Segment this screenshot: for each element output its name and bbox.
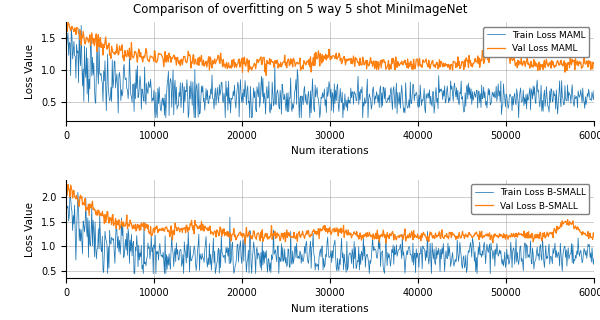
Val Loss MAML	[590, 61, 598, 65]
Val Loss B-SMALL	[64, 183, 71, 187]
Line: Val Loss B-SMALL: Val Loss B-SMALL	[66, 185, 594, 244]
Val Loss MAML	[383, 65, 391, 69]
Legend: Train Loss MAML, Val Loss MAML: Train Loss MAML, Val Loss MAML	[484, 27, 589, 57]
Val Loss B-SMALL	[384, 235, 391, 239]
Val Loss MAML	[95, 33, 102, 36]
Val Loss MAML	[518, 56, 525, 60]
Line: Train Loss MAML: Train Loss MAML	[66, 6, 594, 118]
Train Loss MAML	[95, 82, 102, 86]
Train Loss B-SMALL	[384, 251, 391, 254]
Train Loss MAML	[400, 102, 407, 106]
Val Loss B-SMALL	[464, 235, 472, 239]
Val Loss MAML	[464, 59, 471, 63]
Train Loss B-SMALL	[590, 256, 598, 260]
Train Loss MAML	[152, 116, 159, 120]
Line: Train Loss B-SMALL: Train Loss B-SMALL	[66, 192, 594, 274]
X-axis label: Num iterations: Num iterations	[291, 304, 369, 314]
Train Loss MAML	[464, 83, 471, 87]
Train Loss B-SMALL	[370, 245, 377, 249]
Val Loss B-SMALL	[241, 242, 248, 246]
Train Loss MAML	[383, 100, 391, 104]
Line: Val Loss MAML: Val Loss MAML	[66, 22, 594, 76]
Train Loss B-SMALL	[518, 257, 526, 260]
Legend: Train Loss B-SMALL, Val Loss B-SMALL: Train Loss B-SMALL, Val Loss B-SMALL	[471, 184, 589, 214]
Val Loss B-SMALL	[590, 234, 598, 238]
Train Loss B-SMALL	[62, 207, 70, 211]
Val Loss B-SMALL	[370, 234, 377, 237]
Train Loss B-SMALL	[400, 250, 407, 254]
X-axis label: Num iterations: Num iterations	[291, 146, 369, 156]
Train Loss MAML	[370, 85, 377, 89]
Y-axis label: Loss Value: Loss Value	[25, 44, 35, 99]
Train Loss B-SMALL	[95, 247, 103, 251]
Train Loss B-SMALL	[464, 253, 472, 257]
Text: Comparison of overfitting on 5 way 5 shot MiniImageNet: Comparison of overfitting on 5 way 5 sho…	[133, 3, 467, 16]
Train Loss MAML	[62, 4, 70, 8]
Val Loss B-SMALL	[400, 234, 407, 238]
Train Loss MAML	[590, 89, 598, 92]
Val Loss B-SMALL	[62, 183, 70, 187]
Train Loss B-SMALL	[67, 190, 74, 194]
Val Loss MAML	[400, 63, 407, 67]
Train Loss MAML	[518, 100, 525, 104]
Y-axis label: Loss Value: Loss Value	[25, 202, 35, 257]
Val Loss MAML	[263, 74, 270, 77]
Val Loss B-SMALL	[518, 234, 526, 237]
Train Loss B-SMALL	[104, 272, 111, 276]
Val Loss MAML	[62, 20, 70, 24]
Val Loss MAML	[370, 60, 377, 64]
Val Loss B-SMALL	[95, 209, 103, 213]
